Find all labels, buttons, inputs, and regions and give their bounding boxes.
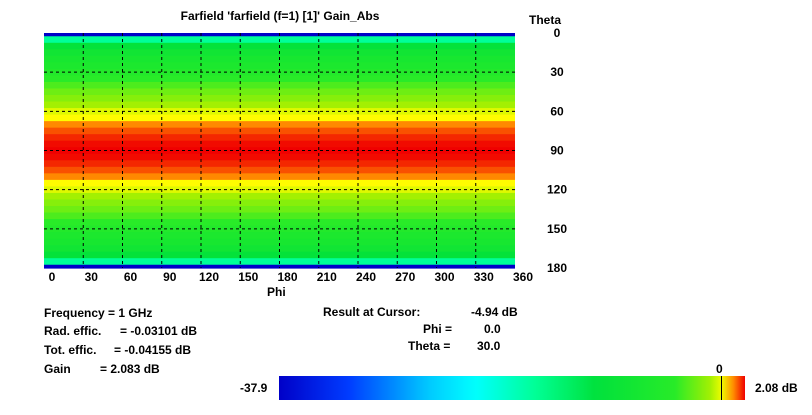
cursor-phi-label: Phi = bbox=[423, 322, 453, 336]
heat-band bbox=[44, 81, 515, 90]
phi-tick-label: 90 bbox=[163, 270, 177, 284]
chart-title: Farfield 'farfield (f=1) [1]' Gain_Abs bbox=[180, 9, 380, 23]
theta-tick-labels: 0 30 60 90 120 150 180 bbox=[547, 26, 567, 275]
rad-effic-label: Rad. effic. bbox=[44, 324, 102, 338]
phi-tick-label: 120 bbox=[199, 270, 219, 284]
tot-effic-label: Tot. effic. bbox=[44, 343, 97, 357]
theta-tick-label: 180 bbox=[547, 261, 567, 275]
rad-effic-value: = -0.03101 dB bbox=[120, 324, 198, 338]
gain-label: Gain bbox=[44, 362, 71, 376]
phi-tick-label: 300 bbox=[434, 270, 454, 284]
heat-band bbox=[44, 219, 515, 227]
theta-tick-label: 0 bbox=[554, 26, 561, 40]
phi-tick-label: 180 bbox=[277, 270, 297, 284]
theta-tick-label: 90 bbox=[550, 144, 564, 158]
theta-tick-label: 120 bbox=[547, 183, 567, 197]
colorbar-zero-marker bbox=[720, 376, 722, 400]
tot-effic-value: = -0.04155 dB bbox=[114, 343, 192, 357]
heat-band bbox=[44, 264, 515, 269]
cursor-theta-value: 30.0 bbox=[477, 339, 501, 353]
heat-band bbox=[44, 166, 515, 174]
result-at-cursor-value: -4.94 dB bbox=[471, 305, 518, 319]
phi-tick-label: 0 bbox=[49, 270, 56, 284]
theta-tick-label: 150 bbox=[547, 222, 567, 236]
colorbar-min-label: -37.9 bbox=[240, 381, 268, 395]
grid-lines bbox=[44, 33, 515, 268]
theta-axis-label: Theta bbox=[529, 13, 562, 27]
colorbar-max-label: 2.08 dB bbox=[755, 381, 798, 395]
heat-band bbox=[44, 232, 515, 240]
phi-tick-label: 60 bbox=[124, 270, 138, 284]
phi-tick-labels: 0 30 60 90 120 150 180 210 240 270 300 330 360 bbox=[49, 270, 534, 284]
heat-band bbox=[44, 160, 515, 168]
heat-band bbox=[44, 212, 515, 220]
heat-band bbox=[44, 75, 515, 83]
heat-band bbox=[44, 88, 515, 96]
heat-band bbox=[44, 95, 515, 103]
gain-value: = 2.083 dB bbox=[100, 362, 160, 376]
cursor-theta-label: Theta = bbox=[408, 339, 451, 353]
phi-tick-label: 240 bbox=[356, 270, 376, 284]
phi-tick-label: 210 bbox=[317, 270, 337, 284]
colorbar-zero-label: 0 bbox=[716, 362, 723, 376]
colorbar bbox=[279, 376, 745, 400]
phi-axis-label: Phi bbox=[267, 285, 286, 299]
heat-band bbox=[44, 245, 515, 253]
heat-band bbox=[44, 153, 515, 161]
result-at-cursor-label: Result at Cursor: bbox=[323, 305, 421, 319]
phi-tick-label: 330 bbox=[474, 270, 494, 284]
heat-band bbox=[44, 140, 515, 148]
phi-tick-label: 150 bbox=[238, 270, 258, 284]
frequency-text: Frequency = 1 GHz bbox=[44, 306, 153, 320]
heat-band bbox=[44, 238, 515, 246]
phi-tick-label: 360 bbox=[513, 270, 533, 284]
phi-tick-label: 30 bbox=[85, 270, 99, 284]
theta-tick-label: 30 bbox=[550, 65, 564, 79]
phi-tick-label: 270 bbox=[395, 270, 415, 284]
theta-tick-label: 60 bbox=[550, 104, 564, 118]
heat-band bbox=[44, 173, 515, 181]
cursor-phi-value: 0.0 bbox=[484, 322, 501, 336]
